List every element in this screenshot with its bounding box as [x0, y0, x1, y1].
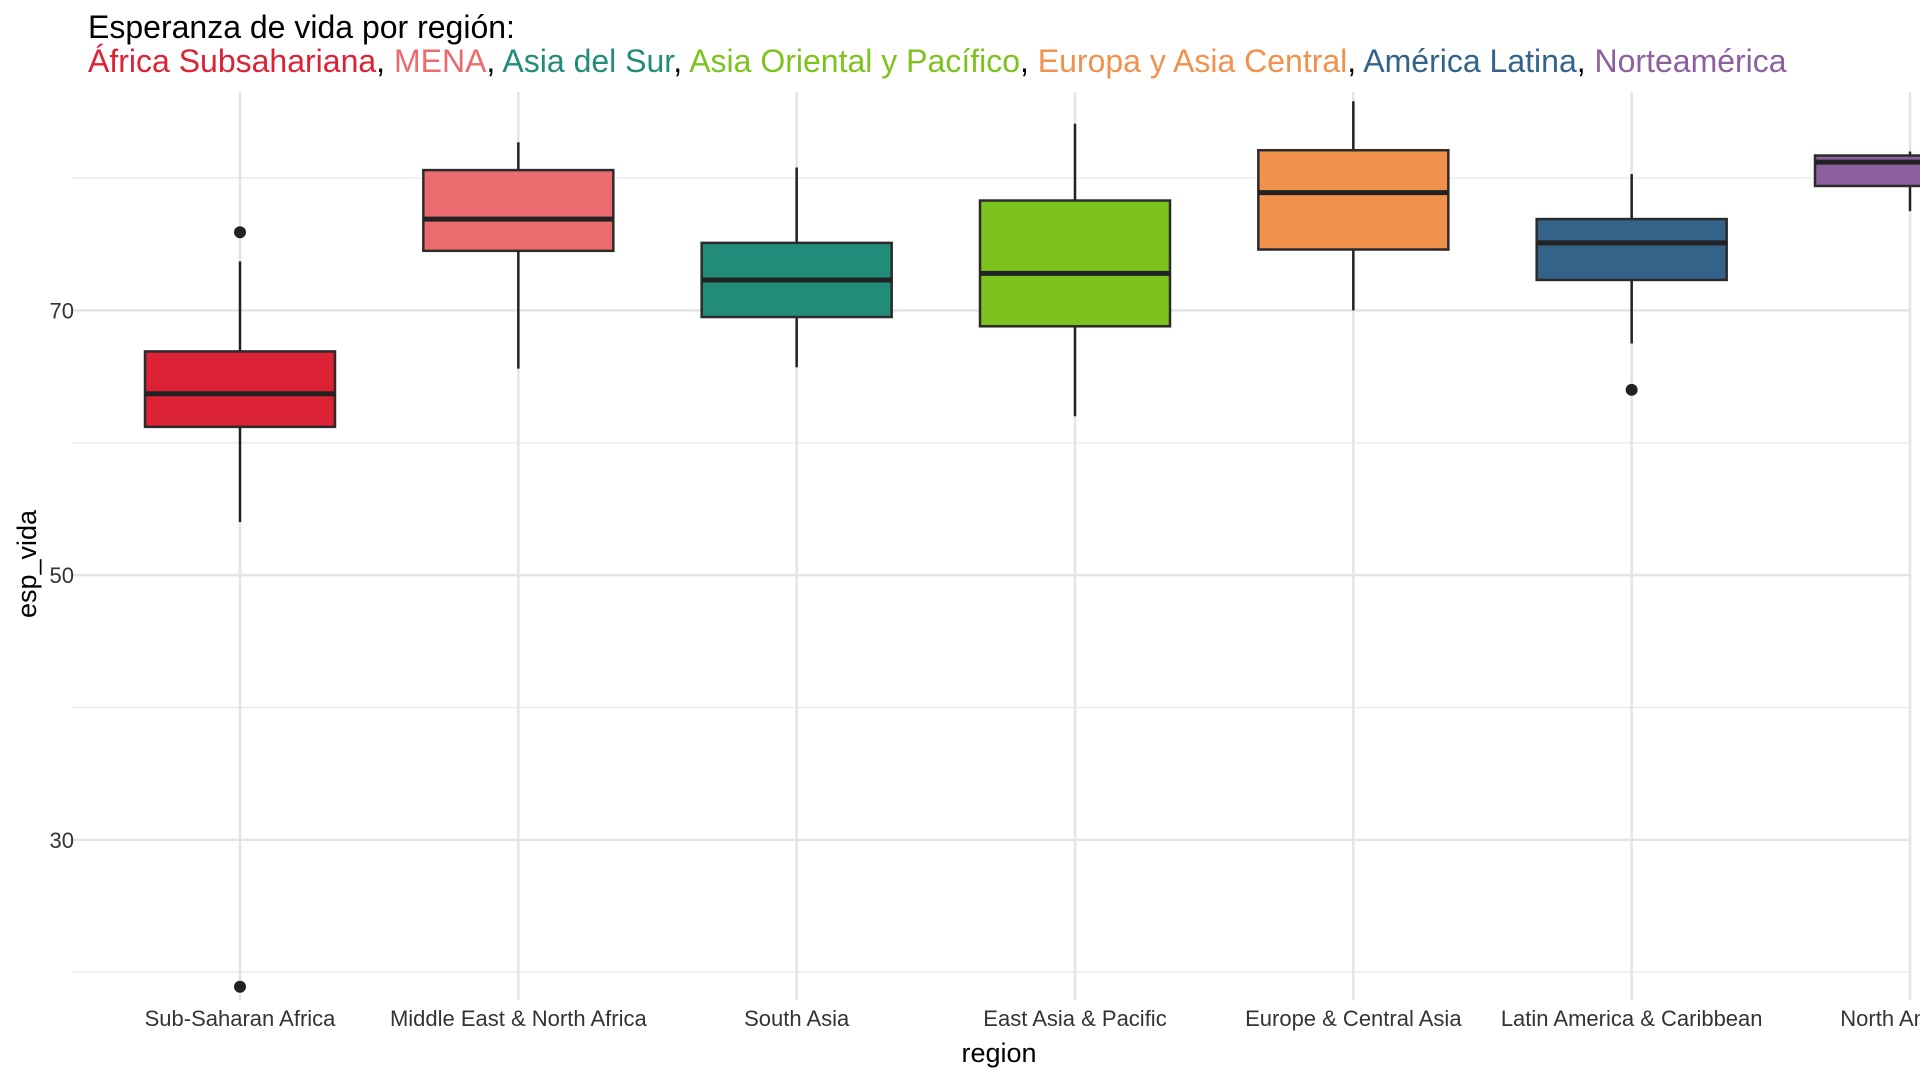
subtitle-segment: , — [1020, 43, 1038, 79]
subtitle-segment: , — [1576, 43, 1595, 79]
chart-subtitle: África Subsahariana, MENA, Asia del Sur,… — [88, 42, 1920, 80]
box-group — [1257, 101, 1450, 311]
outlier-point — [234, 226, 246, 239]
x-tick-label: South Asia — [744, 1006, 850, 1031]
x-tick-label: Sub-Saharan Africa — [145, 1006, 337, 1031]
box-group — [1813, 151, 1920, 212]
subtitle-segment: MENA — [393, 43, 487, 79]
subtitle-segment: , — [1347, 43, 1364, 79]
box-layer — [143, 101, 1920, 993]
y-tick-label: 50 — [50, 563, 74, 588]
subtitle-segment: América Latina — [1363, 43, 1577, 79]
box-rect — [143, 350, 337, 429]
subtitle-segment: , — [486, 43, 503, 79]
x-tick-label: Latin America & Caribbean — [1501, 1006, 1763, 1031]
y-tick-label: 30 — [50, 828, 74, 853]
y-tick-label: 70 — [50, 298, 74, 323]
box-group — [422, 142, 615, 369]
x-tick-label: Europe & Central Asia — [1245, 1006, 1462, 1031]
x-tick-label: Middle East & North Africa — [390, 1006, 648, 1031]
x-tick-label: North America — [1840, 1006, 1920, 1031]
x-tick-label: East Asia & Pacific — [983, 1006, 1166, 1031]
box-rect — [1257, 148, 1450, 251]
subtitle-segment: , — [376, 43, 394, 79]
outlier-point — [1625, 383, 1638, 396]
box-rect — [1535, 217, 1728, 282]
box-group — [978, 123, 1172, 417]
box-rect — [422, 168, 615, 253]
subtitle-segment: Norteamérica — [1594, 43, 1787, 79]
outlier-point — [234, 980, 246, 993]
y-axis-title: esp_vida — [12, 509, 42, 618]
subtitle-segment: Asia del Sur — [502, 43, 674, 79]
subtitle-segment: África Subsahariana — [88, 43, 377, 79]
box-group — [1535, 174, 1728, 396]
x-axis-title: region — [961, 1038, 1036, 1068]
subtitle-segment: , — [673, 43, 690, 79]
box-group — [700, 167, 893, 368]
box-group — [143, 226, 337, 993]
subtitle-segment: Europa y Asia Central — [1037, 43, 1348, 79]
tick-layer: 30 50 70 Sub-Saharan Africa Middle East & No… — [50, 298, 1920, 1031]
subtitle-segment: Asia Oriental y Pacífico — [689, 43, 1020, 79]
box-rect — [978, 199, 1172, 328]
chart-title: Esperanza de vida por región: — [88, 9, 515, 45]
